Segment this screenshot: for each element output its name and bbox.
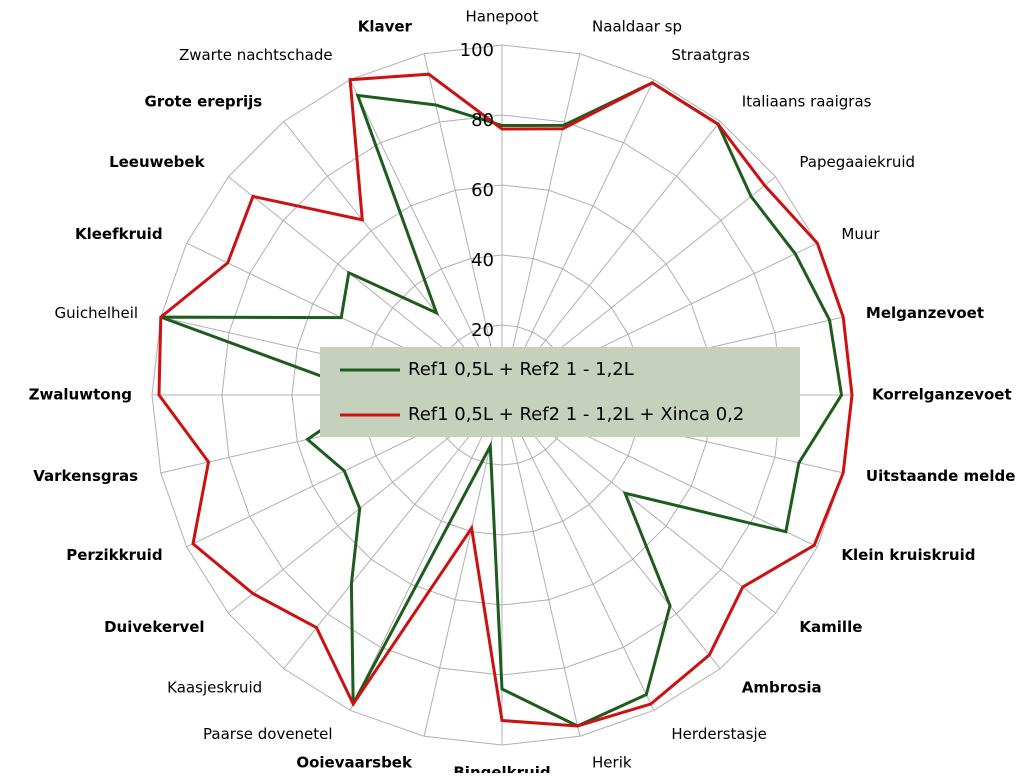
category-label: Naaldaar sp bbox=[592, 17, 682, 35]
category-label: Perzikkruid bbox=[66, 546, 162, 564]
y-tick-label: 20 bbox=[471, 320, 494, 341]
grid-spoke bbox=[349, 394, 503, 711]
category-label: Zwaluwtong bbox=[29, 386, 132, 404]
grid-spoke bbox=[501, 53, 581, 396]
legend-label: Ref1 0,5L + Ref2 1 - 1,2L + Xinca 0,2 bbox=[408, 404, 744, 425]
category-label: Bingelkruid bbox=[453, 764, 550, 774]
grid-spoke bbox=[423, 394, 503, 737]
grid-spoke bbox=[501, 394, 655, 711]
legend-label: Ref1 0,5L + Ref2 1 - 1,2L bbox=[408, 359, 634, 380]
labels: 20 40 60 80 100 Hanepoot Naaldaar sp Straatgras… bbox=[29, 8, 1016, 777]
category-label: Kamille bbox=[799, 618, 862, 636]
grid-spoke bbox=[423, 53, 503, 396]
category-label: Korrelganzevoet bbox=[872, 386, 1012, 404]
category-label: Hanepoot bbox=[466, 8, 539, 26]
series-line bbox=[160, 81, 844, 728]
category-label: Uitstaande melde bbox=[866, 467, 1016, 485]
y-tick-label: 80 bbox=[471, 110, 494, 131]
category-label: Grote ereprijs bbox=[145, 92, 263, 110]
category-label: Herderstasje bbox=[671, 725, 766, 743]
category-label: Muur bbox=[841, 225, 880, 243]
category-label: Papegaaiekruid bbox=[799, 153, 915, 171]
category-label: Italiaans raaigras bbox=[742, 92, 872, 110]
category-label: Kaasjeskruid bbox=[167, 679, 262, 697]
series-lines bbox=[157, 72, 854, 728]
category-label: Straatgras bbox=[671, 46, 750, 64]
category-label: Leeuwebek bbox=[109, 153, 206, 171]
category-label: Varkensgras bbox=[33, 467, 138, 485]
y-tick-label: 60 bbox=[471, 180, 494, 201]
category-label: Ooievaarsbek bbox=[296, 754, 413, 772]
grid-spoke bbox=[349, 79, 503, 396]
category-label: Ambrosia bbox=[742, 679, 822, 697]
legend-box bbox=[320, 347, 800, 437]
category-label: Herik bbox=[592, 754, 632, 772]
y-tick-label: 100 bbox=[460, 40, 494, 61]
category-label: Klein kruiskruid bbox=[841, 546, 975, 564]
series-line bbox=[157, 72, 854, 728]
category-label: Klaver bbox=[358, 17, 413, 35]
legend: Ref1 0,5L + Ref2 1 - 1,2L Ref1 0,5L + Ref… bbox=[320, 347, 800, 437]
category-label: Paarse dovenetel bbox=[203, 725, 333, 743]
grid-spoke bbox=[501, 79, 655, 396]
grid-spoke bbox=[501, 394, 721, 669]
category-label: Zwarte nachtschade bbox=[179, 46, 333, 64]
category-label: Kleefkruid bbox=[75, 225, 163, 243]
grid-spoke bbox=[501, 394, 581, 737]
grid-spoke bbox=[283, 394, 503, 669]
category-label: Guichelheil bbox=[55, 304, 139, 322]
category-label: Duivekervel bbox=[104, 618, 204, 636]
category-label: Melganzevoet bbox=[866, 304, 984, 322]
y-tick-label: 40 bbox=[471, 250, 494, 271]
